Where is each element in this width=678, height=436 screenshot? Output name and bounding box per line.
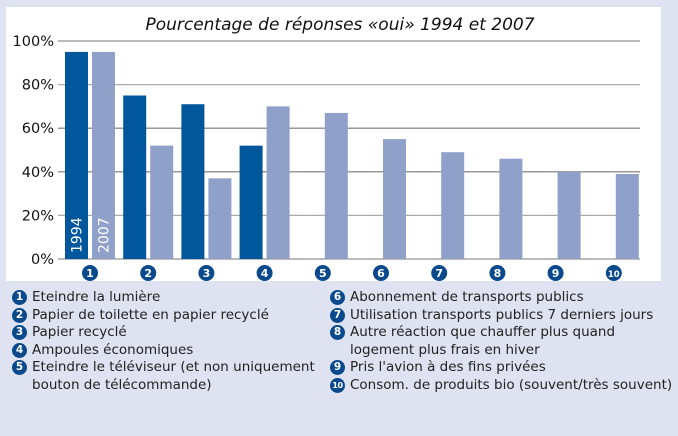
legend-right: 6 Abonnement de transports publics 7 Utilis… [330,289,675,394]
number-badge-icon: 9 [330,360,345,375]
number-badge-icon: 4 [12,342,27,358]
bar-2007-3 [208,178,232,259]
y-tick-label: 80% [22,78,54,94]
legend-item-5: 5 Eteindre le téléviseur (et non uniqueme… [12,359,332,394]
x-tick-badge [431,265,448,281]
legend-item-1: 1 Eteindre la lumière [12,289,332,307]
legend-item-6: 6 Abonnement de transports publics [330,289,675,307]
bar-2007-6 [383,139,406,259]
number-badge-icon: 2 [12,307,27,323]
x-tick-badge [547,265,564,281]
legend-item-9: 9 Pris l'avion à des fins privées [330,359,675,377]
bar-2007-10 [615,173,639,259]
x-tick-label: 4 [261,267,269,280]
bar-2007-7 [441,152,465,259]
y-tick-label: 40% [22,165,54,181]
bar-1994-1 [65,51,88,260]
x-tick-label: 3 [203,267,211,280]
legend-label: Ampoules économiques [32,341,194,358]
x-tick-badge [82,265,98,281]
y-tick-label: 60% [22,121,54,137]
bar-1994-2 [123,95,147,259]
legend-item-2: 2 Papier de toilette en papier recyclé [12,307,332,325]
series-label-1994: 1994 [70,217,86,253]
number-badge-icon: 1 [12,290,27,305]
legend-label: Utilisation transports publics 7 dernier… [350,306,654,323]
bar-2007-5 [324,112,348,259]
y-tick-label: 0% [31,252,54,268]
bar-2007-2 [150,145,174,259]
x-tick-label: 6 [377,267,385,280]
bar-1994-4 [239,145,263,259]
legend-item-10: 10 Consom. de produits bio (souvent/très … [330,377,675,395]
bar-chart: Pourcentage de réponses «oui» 1994 et 20… [13,15,640,281]
legend-item-4: 4 Ampoules économiques [12,342,332,360]
number-badge-icon: 5 [12,360,27,375]
bar-2007-9 [557,171,581,259]
legend-label: Papier recyclé [32,324,127,340]
legend-left: 1 Eteindre la lumière 2 Papier de toilette … [12,289,332,394]
x-tick-badge [605,265,622,281]
x-tick-badge [373,265,389,281]
x-tick-label: 10 [608,270,620,280]
legend-label: Pris l'avion à des fins privées [350,359,546,375]
bar-1994-3 [181,104,205,259]
x-tick-label: 5 [319,267,327,280]
legend-label: Abonnement de transports publics [350,289,584,305]
x-tick-badge [256,265,273,281]
number-badge-icon: 3 [12,325,27,340]
x-tick-label: 2 [144,267,152,280]
y-tick-label: 100% [13,34,54,50]
legend-label: Consom. de produits bio (souvent/très so… [350,376,673,393]
x-tick-label: 9 [552,267,560,280]
legend-label: Papier de toilette en papier recyclé [32,306,269,323]
number-badge-icon: 10 [330,377,345,393]
legend-item-8: 8 Autre réaction que chauffer plus quand … [330,324,675,359]
x-tick-badge [489,265,506,281]
x-tick-label: 7 [435,267,443,280]
bar-2007-8 [499,158,523,259]
bar-2007-1 [92,51,115,260]
bar-2007-4 [266,106,290,260]
legend-label: Eteindre le téléviseur (et non uniquemen… [32,359,315,393]
x-tick-badge [314,265,331,281]
series-label-2007: 2007 [97,217,113,253]
x-tick-label: 1 [86,267,94,280]
number-badge-icon: 8 [330,325,345,340]
x-tick-label: 8 [494,267,502,280]
legend-item-7: 7 Utilisation transports publics 7 dernie… [330,307,675,325]
legend-label: Autre réaction que chauffer plus quand l… [350,324,616,358]
number-badge-icon: 7 [330,307,345,323]
x-tick-badge [198,265,215,281]
y-tick-label: 20% [22,208,54,224]
chart-title: Pourcentage de réponses «oui» 1994 et 20… [145,15,534,35]
legend-label: Eteindre la lumière [32,289,161,305]
x-tick-badge [140,265,157,281]
number-badge-icon: 6 [330,290,345,305]
legend-item-3: 3 Papier recyclé [12,324,332,342]
